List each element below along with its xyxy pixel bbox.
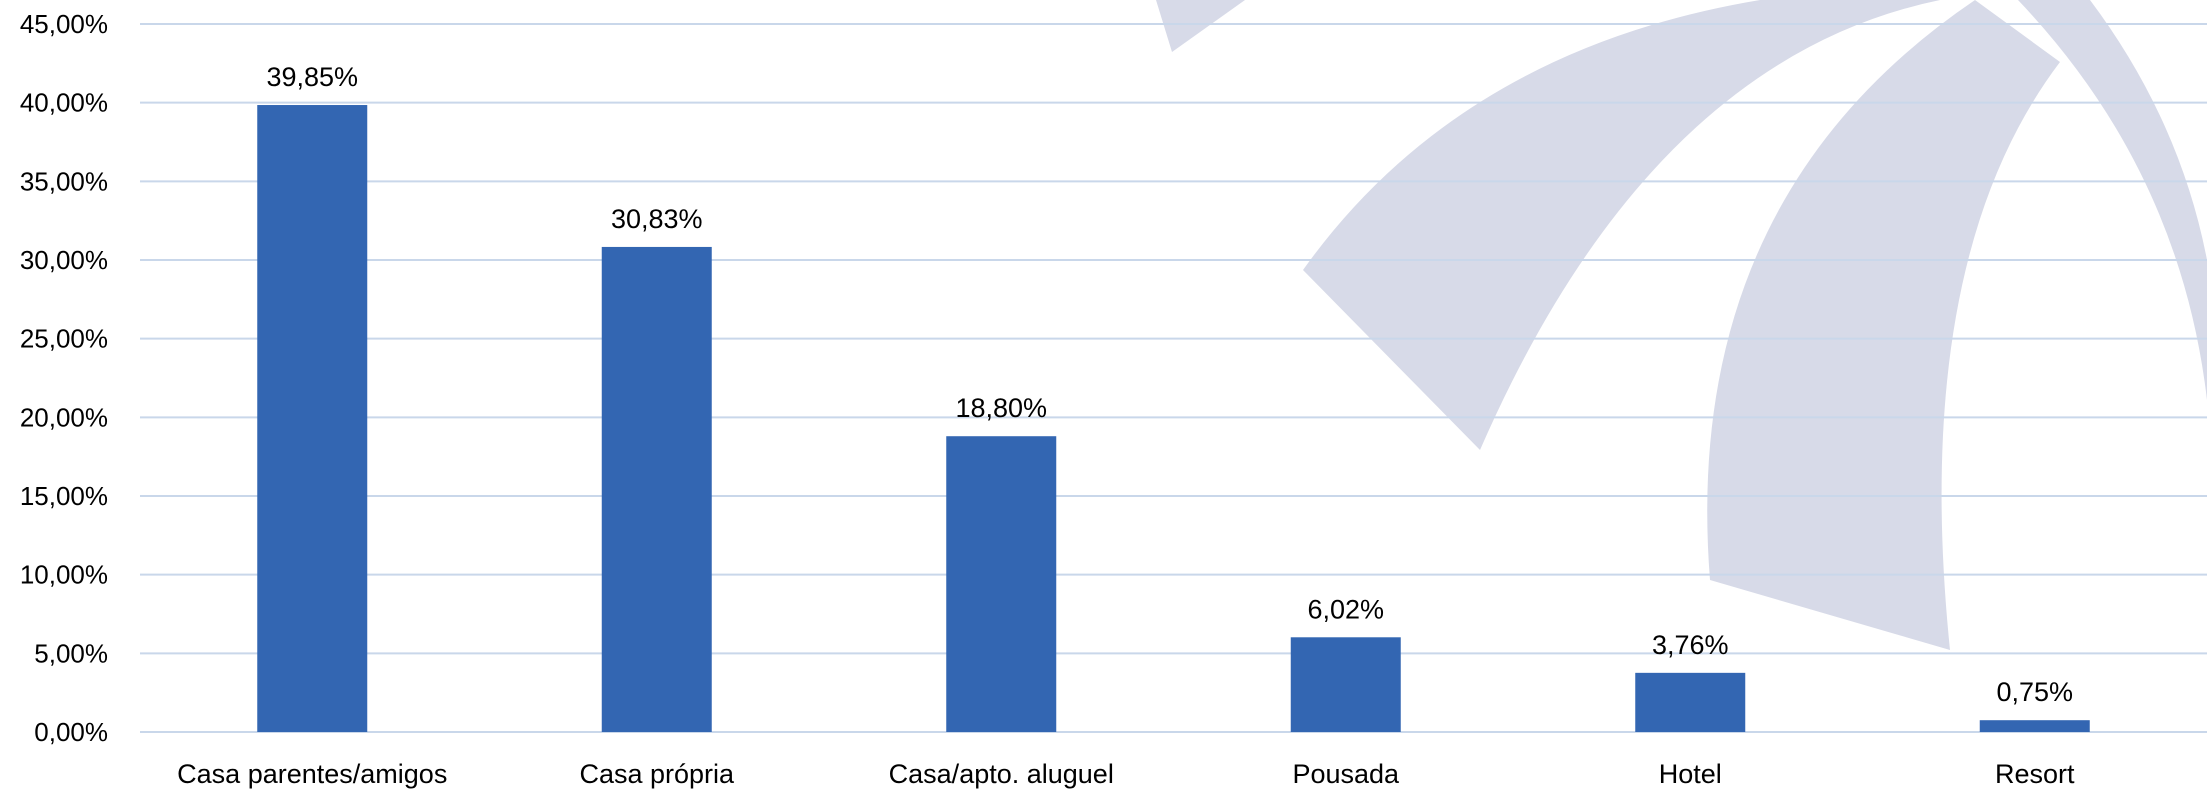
y-tick-label: 30,00% bbox=[20, 245, 108, 275]
bar bbox=[601, 246, 712, 732]
y-tick-label: 20,00% bbox=[20, 402, 108, 432]
bar bbox=[1979, 720, 2090, 732]
data-label: 30,83% bbox=[611, 204, 703, 234]
data-label: 18,80% bbox=[955, 393, 1047, 423]
data-label: 0,75% bbox=[1996, 677, 2073, 707]
y-tick-label: 10,00% bbox=[20, 560, 108, 590]
x-axis: Casa parentes/amigos Casa própria Casa/apt… bbox=[177, 759, 2075, 789]
watermark-logo bbox=[1156, 0, 2207, 650]
x-tick-label: Hotel bbox=[1659, 759, 1722, 789]
data-label: 6,02% bbox=[1307, 594, 1384, 624]
watermark-arc-4 bbox=[2018, 0, 2207, 400]
data-label: 39,85% bbox=[266, 62, 358, 92]
y-tick-label: 40,00% bbox=[20, 88, 108, 118]
gridlines bbox=[140, 23, 2207, 733]
y-tick-label: 5,00% bbox=[34, 638, 108, 668]
x-tick-label: Casa parentes/amigos bbox=[177, 759, 447, 789]
watermark-arc-3 bbox=[1707, 0, 2060, 650]
y-tick-label: 25,00% bbox=[20, 324, 108, 354]
y-tick-label: 45,00% bbox=[20, 9, 108, 39]
bar bbox=[946, 436, 1057, 732]
watermark-arc-1 bbox=[1156, 0, 1245, 52]
bar bbox=[1290, 637, 1401, 732]
x-tick-label: Resort bbox=[1995, 759, 2075, 789]
x-tick-label: Casa própria bbox=[579, 759, 735, 789]
y-tick-label: 35,00% bbox=[20, 166, 108, 196]
y-tick-label: 0,00% bbox=[34, 717, 108, 747]
data-label: 3,76% bbox=[1652, 630, 1729, 660]
watermark-arc-2 bbox=[1303, 0, 1940, 450]
bars bbox=[257, 105, 2090, 732]
data-labels: 39,85% 30,83% 18,80% 6,02% 3,76% 0,75% bbox=[266, 62, 2073, 707]
y-axis: 0,00% 5,00% 10,00% 15,00% 20,00% 25,00% 30,00%… bbox=[20, 9, 108, 747]
bar bbox=[257, 105, 368, 732]
x-tick-label: Pousada bbox=[1292, 759, 1400, 789]
x-tick-label: Casa/apto. aluguel bbox=[889, 759, 1114, 789]
bar bbox=[1635, 672, 1746, 732]
y-tick-label: 15,00% bbox=[20, 481, 108, 511]
